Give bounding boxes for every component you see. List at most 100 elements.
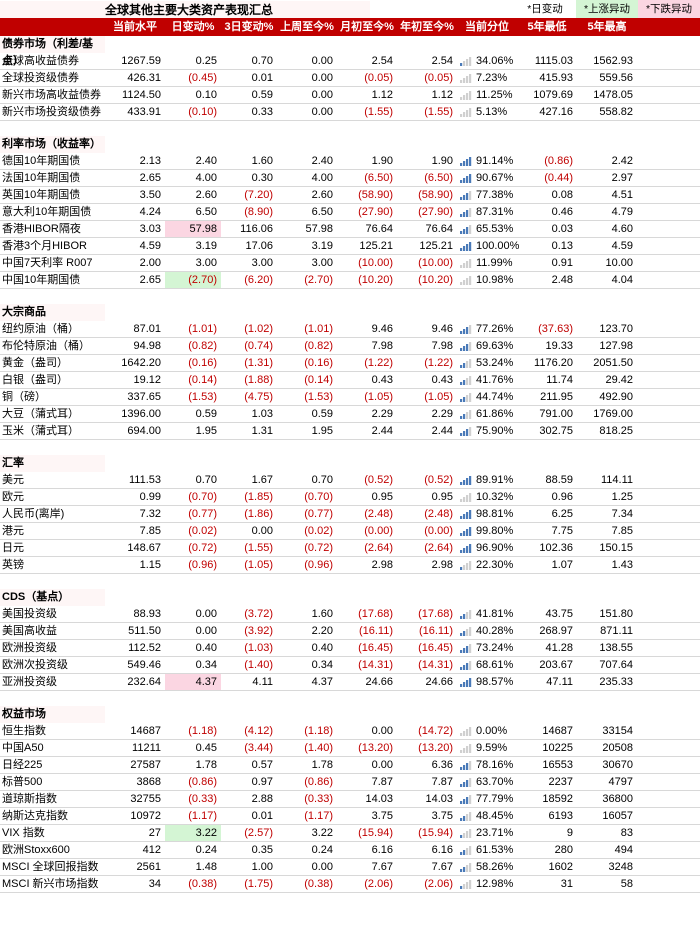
cell-high: 4797 xyxy=(577,774,637,790)
cell-value: 125.21 xyxy=(337,238,397,254)
cell-low: 0.91 xyxy=(517,255,577,271)
cell-value: 0.00 xyxy=(165,606,221,622)
cell-percentile: 68.61% xyxy=(457,657,517,673)
cell-low: 2.48 xyxy=(517,272,577,288)
cell-value: 0.70 xyxy=(277,472,337,488)
cell-value: (0.45) xyxy=(165,70,221,86)
cell-value: 511.50 xyxy=(105,623,165,639)
cell-percentile: 65.53% xyxy=(457,221,517,237)
cell-percentile: 89.91% xyxy=(457,472,517,488)
table-row: 纳斯达克指数10972(1.17)0.01(1.17)3.753.7548.45… xyxy=(0,808,700,825)
cell-value: (2.70) xyxy=(165,272,221,288)
cell-value: (13.20) xyxy=(337,740,397,756)
table-row: 美国高收益511.500.00(3.92)2.20(16.11)(16.11)4… xyxy=(0,623,700,640)
col-wtd: 上周至今% xyxy=(277,18,337,36)
table-row: 欧元0.99(0.70)(1.85)(0.70)0.950.9510.32%0.… xyxy=(0,489,700,506)
cell-value: 1.60 xyxy=(221,153,277,169)
section-title: 利率市场（收益率） xyxy=(0,136,700,153)
cell-value: 3.00 xyxy=(165,255,221,271)
cell-value: 94.98 xyxy=(105,338,165,354)
cell-value: (14.31) xyxy=(397,657,457,673)
cell-value: (0.70) xyxy=(277,489,337,505)
cell-low: 0.46 xyxy=(517,204,577,220)
table-row: 全球投资级债券426.31(0.45)0.010.00(0.05)(0.05)7… xyxy=(0,70,700,87)
table-row: 道琼斯指数32755(0.33)2.88(0.33)14.0314.0377.7… xyxy=(0,791,700,808)
section-gap xyxy=(0,893,700,908)
cell-value: (58.90) xyxy=(397,187,457,203)
cell-value: 0.40 xyxy=(277,640,337,656)
cell-value: 7.87 xyxy=(397,774,457,790)
table-row: 全球高收益债券1267.590.250.700.002.542.5434.06%… xyxy=(0,53,700,70)
cell-value: (27.90) xyxy=(337,204,397,220)
cell-percentile: 90.67% xyxy=(457,170,517,186)
cell-high: 20508 xyxy=(577,740,637,756)
cell-value: (27.90) xyxy=(397,204,457,220)
row-name: 全球高收益债券 xyxy=(0,53,105,69)
cell-value: 0.00 xyxy=(277,53,337,69)
cell-value: (1.75) xyxy=(221,876,277,892)
cell-value: 57.98 xyxy=(277,221,337,237)
cell-value: (4.75) xyxy=(221,389,277,405)
cell-low: 6193 xyxy=(517,808,577,824)
cell-value: (3.72) xyxy=(221,606,277,622)
cell-value: 0.59 xyxy=(165,406,221,422)
cell-percentile: 63.70% xyxy=(457,774,517,790)
row-name: 布伦特原油（桶） xyxy=(0,338,105,354)
cell-percentile: 91.14% xyxy=(457,153,517,169)
cell-value: (0.72) xyxy=(277,540,337,556)
cell-value: (10.20) xyxy=(397,272,457,288)
cell-high: 235.33 xyxy=(577,674,637,690)
cell-value: (16.45) xyxy=(337,640,397,656)
cell-low: 16553 xyxy=(517,757,577,773)
cell-value: (17.68) xyxy=(397,606,457,622)
cell-percentile: 44.74% xyxy=(457,389,517,405)
table-row: 香港HIBOR隔夜3.0357.98116.0657.9876.6476.646… xyxy=(0,221,700,238)
cell-low: 47.11 xyxy=(517,674,577,690)
cell-value: (15.94) xyxy=(337,825,397,841)
cell-value: (1.85) xyxy=(221,489,277,505)
cell-value: (0.86) xyxy=(165,774,221,790)
row-name: 新兴市场投资级债券 xyxy=(0,104,105,120)
cell-value: (0.52) xyxy=(337,472,397,488)
cell-percentile: 69.63% xyxy=(457,338,517,354)
cell-value: 6.36 xyxy=(397,757,457,773)
cell-low: 280 xyxy=(517,842,577,858)
cell-low: (0.86) xyxy=(517,153,577,169)
cell-value: 27587 xyxy=(105,757,165,773)
table-row: 亚洲投资级232.644.374.114.3724.6624.6698.57%4… xyxy=(0,674,700,691)
cell-high: 1.25 xyxy=(577,489,637,505)
cell-high: 4.51 xyxy=(577,187,637,203)
cell-value: 88.93 xyxy=(105,606,165,622)
cell-value: 1.31 xyxy=(221,423,277,439)
cell-high: 29.42 xyxy=(577,372,637,388)
table-row: 日元148.67(0.72)(1.55)(0.72)(2.64)(2.64)96… xyxy=(0,540,700,557)
cell-value: 4.00 xyxy=(277,170,337,186)
table-row: 玉米（蒲式耳）694.001.951.311.952.442.4475.90%3… xyxy=(0,423,700,440)
cell-low: 19.33 xyxy=(517,338,577,354)
cell-value: (8.90) xyxy=(221,204,277,220)
cell-high: 114.11 xyxy=(577,472,637,488)
cell-value: 2.54 xyxy=(337,53,397,69)
cell-high: 558.82 xyxy=(577,104,637,120)
cell-value: 0.59 xyxy=(277,406,337,422)
cell-percentile: 12.98% xyxy=(457,876,517,892)
cell-low: 102.36 xyxy=(517,540,577,556)
cell-value: 0.10 xyxy=(165,87,221,103)
table-row: 日经225275871.780.571.780.006.3678.16%1655… xyxy=(0,757,700,774)
col-name xyxy=(0,18,105,36)
cell-value: 2.20 xyxy=(277,623,337,639)
cell-value: (0.96) xyxy=(277,557,337,573)
cell-value: (1.40) xyxy=(277,740,337,756)
cell-value: (0.82) xyxy=(277,338,337,354)
cell-value: 0.95 xyxy=(397,489,457,505)
cell-value: (0.70) xyxy=(165,489,221,505)
cell-high: 494 xyxy=(577,842,637,858)
cell-value: (0.77) xyxy=(277,506,337,522)
row-name: 全球投资级债券 xyxy=(0,70,105,86)
cell-value: 0.34 xyxy=(277,657,337,673)
cell-value: 4.11 xyxy=(221,674,277,690)
table-row: MSCI 新兴市场指数34(0.38)(1.75)(0.38)(2.06)(2.… xyxy=(0,876,700,893)
cell-value: 0.01 xyxy=(221,808,277,824)
cell-value: (0.00) xyxy=(337,523,397,539)
cell-value: (6.50) xyxy=(337,170,397,186)
